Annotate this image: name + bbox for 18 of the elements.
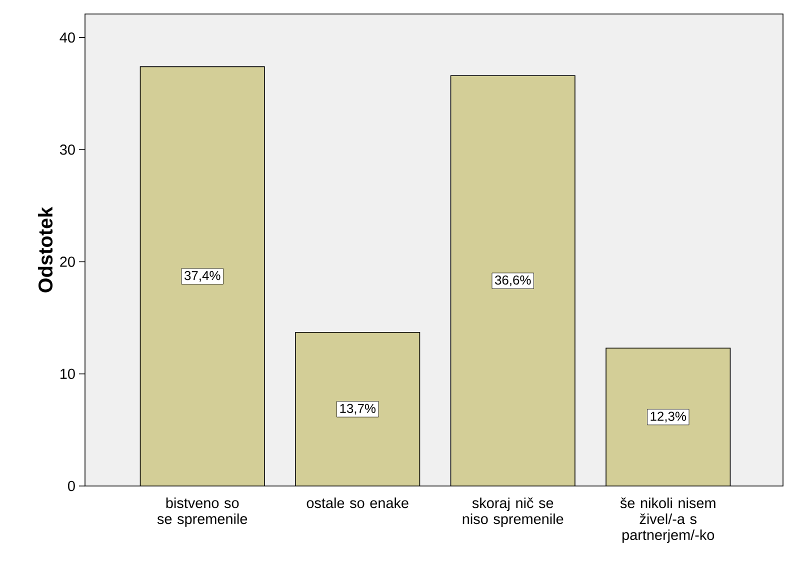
x-tick-label: skoraj nič se niso spremenile <box>462 498 564 527</box>
y-tick-label: 0 <box>68 480 75 492</box>
x-tick-label: ostale so enake <box>306 498 408 508</box>
data-label: 37,4% <box>184 270 220 282</box>
bar <box>140 66 264 486</box>
y-tick-label: 30 <box>60 144 75 155</box>
x-tick-label: še nikoli nisem živel/-a s partnerjem/-ko <box>620 498 716 543</box>
data-label: 36,6% <box>495 275 531 286</box>
x-tick-label: bistveno so se spremenile <box>157 498 248 527</box>
y-axis-title: Odstotek <box>38 206 53 292</box>
y-tick-label: 20 <box>60 256 75 267</box>
bar <box>606 348 731 486</box>
y-tick-label: 40 <box>60 32 75 43</box>
data-label: 12,3% <box>650 412 686 422</box>
bar <box>296 332 420 486</box>
data-label: 13,7% <box>340 404 376 415</box>
y-tick-label: 10 <box>60 368 75 379</box>
bar <box>450 76 575 486</box>
